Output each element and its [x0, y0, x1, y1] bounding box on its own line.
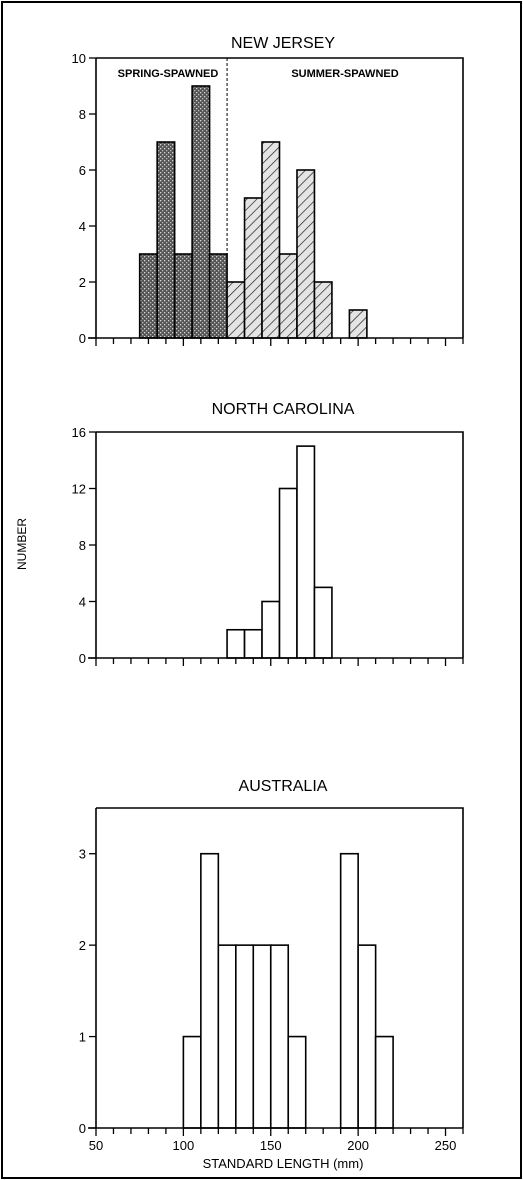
- y-tick-label: 12: [72, 482, 86, 497]
- histogram-bar: [191, 85, 211, 339]
- panel-title: NORTH CAROLINA: [212, 401, 355, 418]
- panel-north-carolina: NORTH CAROLINA 0 4 8 12 16: [72, 401, 464, 666]
- histogram-bar: [313, 281, 333, 339]
- y-tick-label: 8: [79, 538, 86, 553]
- x-tick-label: 100: [173, 1138, 195, 1153]
- histogram-bar: [278, 253, 298, 339]
- spring-spawned-label: SPRING-SPAWNED: [118, 68, 219, 80]
- panel-title: NEW JERSEY: [231, 35, 335, 52]
- histogram-bar: [235, 944, 255, 1129]
- histogram-bar: [261, 141, 281, 339]
- plot-frame: [96, 807, 464, 1128]
- y-tick-label: 16: [72, 425, 86, 440]
- histogram-bar: [296, 169, 316, 339]
- y-tick-label: 4: [79, 219, 86, 234]
- histogram-bar: [261, 600, 281, 659]
- histogram-bar: [278, 487, 298, 659]
- histogram-bar: [156, 141, 176, 339]
- y-tick-label: 3: [79, 847, 86, 862]
- plot-frame: [96, 431, 464, 658]
- y-axis-label: NUMBER: [15, 518, 29, 570]
- x-tick-label: 200: [347, 1138, 369, 1153]
- summer-spawned-label: SUMMER-SPAWNED: [291, 68, 398, 80]
- histogram-bar: [287, 1035, 307, 1129]
- y-tick-label: 8: [79, 107, 86, 122]
- x-tick-label: 150: [260, 1138, 282, 1153]
- y-tick-label: 1: [79, 1030, 86, 1045]
- histogram-bar: [226, 281, 246, 339]
- histogram-bar: [173, 253, 193, 339]
- y-tick-label: 0: [79, 331, 86, 346]
- y-tick-label: 10: [72, 51, 86, 66]
- y-tick-label: 0: [79, 1121, 86, 1136]
- x-axis-label: STANDARD LENGTH (mm): [203, 1156, 364, 1171]
- histogram-bar: [339, 852, 359, 1129]
- histogram-bar: [313, 586, 333, 659]
- y-tick-label: 6: [79, 163, 86, 178]
- y-tick-label: 4: [79, 595, 86, 610]
- histogram-bar: [243, 197, 263, 339]
- histogram-bar: [252, 944, 272, 1129]
- y-tick-label: 2: [79, 938, 86, 953]
- histogram-bar: [243, 628, 263, 659]
- panel-new-jersey: NEW JERSEY SPRING-SPAWNED SUMMER-SPAWNED…: [72, 35, 464, 346]
- panel-title: AUSTRALIA: [239, 778, 328, 795]
- plot-frame: [96, 57, 464, 338]
- histogram-bar: [200, 852, 220, 1129]
- histogram-bar: [208, 253, 228, 339]
- histogram-bar: [269, 944, 290, 1129]
- histogram-bar: [374, 1035, 394, 1129]
- x-tick-label: 50: [89, 1138, 103, 1153]
- histogram-bar: [182, 1035, 202, 1129]
- panel-australia: AUSTRALIA 50 100 150 200 250 0 1 2 3: [79, 778, 464, 1153]
- histogram-bar: [348, 309, 368, 339]
- histogram-bar: [138, 253, 158, 339]
- y-tick-label: 0: [79, 651, 86, 666]
- histogram-bar: [217, 944, 237, 1129]
- histogram-bar: [226, 628, 246, 659]
- y-tick-label: 2: [79, 275, 86, 290]
- x-tick-label: 250: [435, 1138, 457, 1153]
- histogram-bar: [296, 445, 316, 659]
- histogram-bar: [357, 944, 377, 1129]
